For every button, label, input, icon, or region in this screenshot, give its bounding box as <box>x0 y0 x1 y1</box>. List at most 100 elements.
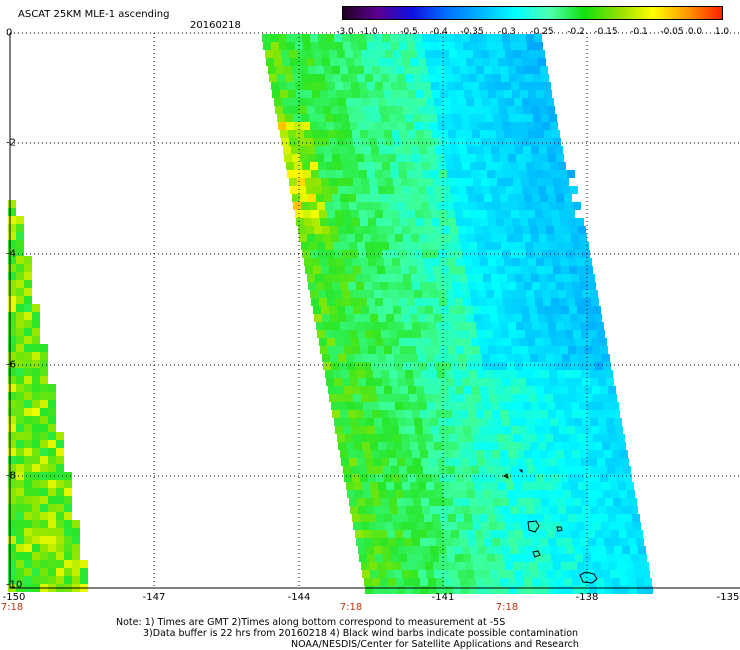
swath-cell <box>578 226 586 234</box>
swath-cell <box>16 432 24 440</box>
swath-cell <box>470 122 478 130</box>
swath-cell <box>564 322 572 330</box>
swath-cell <box>24 288 32 296</box>
swath-cell <box>390 122 398 130</box>
swath-cell <box>570 570 578 578</box>
swath-cell <box>530 482 538 490</box>
swath-cell <box>8 576 16 584</box>
swath-cell <box>356 322 364 330</box>
swath-cell <box>56 576 64 584</box>
swath-cell <box>520 514 528 522</box>
swath-cell <box>543 210 551 218</box>
swath-cell <box>485 330 493 338</box>
swath-cell <box>384 90 392 98</box>
swath-cell <box>410 98 418 106</box>
swath-cell <box>518 506 526 514</box>
swath-cell <box>401 50 409 58</box>
swath-cell <box>401 138 409 146</box>
swath-cell <box>484 194 492 202</box>
swath-cell <box>532 410 540 418</box>
swath-cell <box>448 386 456 394</box>
swath-cell <box>474 482 482 490</box>
swath-cell <box>470 418 478 426</box>
swath-cell <box>24 392 32 400</box>
swath-cell <box>380 154 388 162</box>
swath-cell <box>493 242 501 250</box>
swath-cell <box>464 346 472 354</box>
swath-cell <box>347 106 355 114</box>
swath-cell <box>512 218 520 226</box>
swath-cell <box>383 170 391 178</box>
swath-cell <box>547 146 555 154</box>
swath-cell <box>324 66 332 74</box>
swath-cell <box>495 42 503 50</box>
swath-cell <box>349 458 357 466</box>
swath-cell <box>366 290 374 298</box>
swath-cell <box>294 34 302 42</box>
swath-cell <box>471 466 479 474</box>
swath-cell <box>479 82 487 90</box>
swath-cell <box>403 530 411 538</box>
swath-cell <box>340 194 348 202</box>
swath-cell <box>384 474 392 482</box>
swath-cell <box>446 378 454 386</box>
swath-cell <box>596 538 604 546</box>
swath-cell <box>525 370 533 378</box>
swath-cell <box>512 130 520 138</box>
swath-cell <box>568 258 576 266</box>
swath-cell <box>599 338 607 346</box>
swath-cell <box>453 114 461 122</box>
swath-cell <box>434 570 442 578</box>
swath-cell <box>16 576 24 584</box>
swath-cell <box>508 578 516 586</box>
swath-cell <box>279 82 287 90</box>
swath-cell <box>398 290 406 298</box>
swath-cell <box>358 506 366 514</box>
swath-cell <box>395 146 403 154</box>
swath-cell <box>547 234 555 242</box>
swath-cell <box>552 474 560 482</box>
swath-cell <box>56 480 64 488</box>
swath-cell <box>435 106 443 114</box>
swath-cell <box>368 130 376 138</box>
swath-cell <box>388 154 396 162</box>
swath-cell <box>388 194 396 202</box>
swath-cell <box>432 514 440 522</box>
swath-cell <box>411 402 419 410</box>
swath-cell <box>333 242 341 250</box>
swath-cell <box>615 466 623 474</box>
swath-cell <box>491 274 499 282</box>
swath-cell <box>408 346 416 354</box>
swath-cell <box>266 58 274 66</box>
swath-cell <box>342 162 350 170</box>
swath-cell <box>412 450 420 458</box>
swath-cell <box>72 560 80 568</box>
swath-cell <box>360 258 368 266</box>
swath-cell <box>346 186 354 194</box>
swath-cell <box>633 562 641 570</box>
swath-cell <box>467 362 475 370</box>
swath-cell <box>16 488 24 496</box>
swath-cell <box>443 106 451 114</box>
swath-cell <box>621 498 629 506</box>
swath-cell <box>471 298 479 306</box>
swath-cell <box>371 402 379 410</box>
swath-cell <box>442 482 450 490</box>
swath-cell <box>72 544 80 552</box>
swath-cell <box>293 114 301 122</box>
swath-cell <box>493 458 501 466</box>
swath-cell <box>342 34 350 42</box>
swath-cell <box>435 530 443 538</box>
swath-cell <box>461 114 469 122</box>
swath-cell <box>340 410 348 418</box>
swath-cell <box>543 466 551 474</box>
swath-cell <box>418 226 426 234</box>
swath-cell <box>532 282 540 290</box>
swath-cell <box>392 130 400 138</box>
swath-cell <box>464 514 472 522</box>
swath-cell <box>397 370 405 378</box>
swath-cell <box>56 512 64 520</box>
swath-cell <box>403 274 411 282</box>
swath-cell <box>40 376 48 384</box>
swath-cell <box>360 90 368 98</box>
